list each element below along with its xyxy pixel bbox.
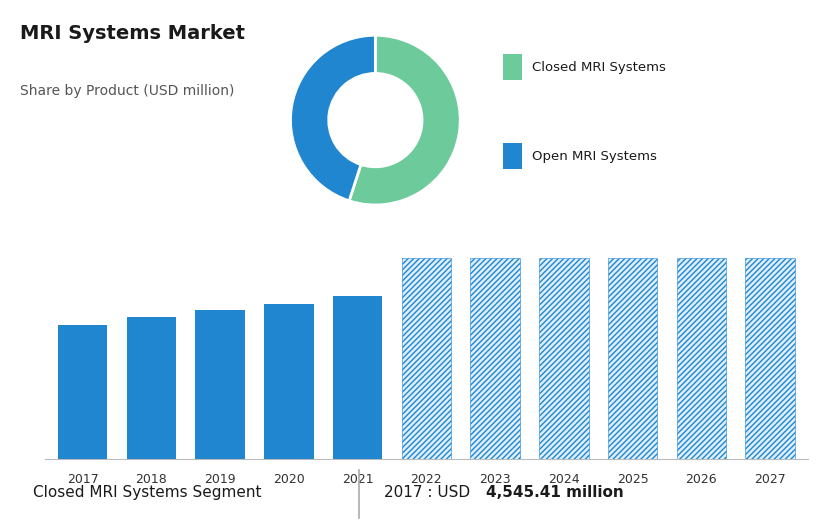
Bar [333,296,383,459]
Bar [126,317,176,459]
Text: MRI Systems Market: MRI Systems Market [20,24,246,43]
Bar [401,258,451,459]
Text: Open MRI Systems: Open MRI Systems [532,149,657,163]
Wedge shape [349,35,460,205]
Bar [503,143,522,169]
Bar [264,304,313,459]
Text: Closed MRI Systems: Closed MRI Systems [532,61,666,74]
Bar [608,258,658,459]
Bar [745,258,795,459]
Bar [195,310,245,459]
Bar [503,54,522,80]
Bar [676,258,726,459]
Bar [470,258,520,459]
Text: 2017 : USD: 2017 : USD [384,485,475,500]
Bar [58,325,108,459]
Bar [539,258,588,459]
Text: Share by Product (USD million): Share by Product (USD million) [20,84,235,98]
Text: Closed MRI Systems Segment: Closed MRI Systems Segment [33,485,261,500]
Text: 4,545.41 million: 4,545.41 million [486,485,623,500]
Wedge shape [290,35,375,201]
